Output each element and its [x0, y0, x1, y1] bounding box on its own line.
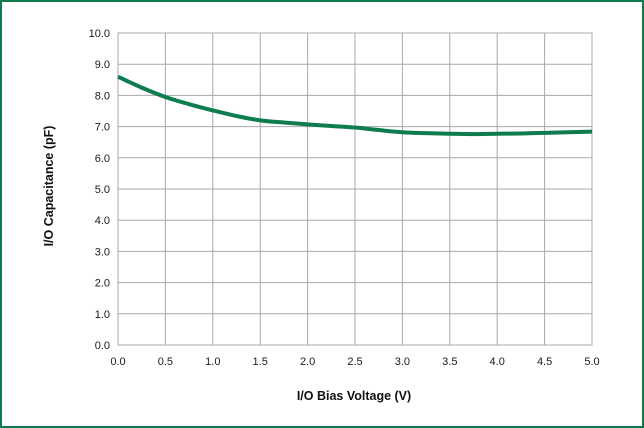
x-tick-label: 4.5	[537, 356, 552, 368]
x-tick-label: 1.0	[205, 356, 220, 368]
x-tick-label: 0.5	[158, 356, 173, 368]
y-tick-label: 9.0	[95, 59, 110, 71]
y-tick-label: 3.0	[95, 246, 110, 258]
x-tick-label: 2.0	[300, 356, 315, 368]
y-tick-labels: 0.0 1.0 2.0 3.0 4.0 5.0 6.0 7.0 8.0 9.0 10.0	[89, 28, 110, 352]
x-tick-label: 3.0	[395, 356, 410, 368]
y-tick-label: 2.0	[95, 278, 110, 290]
x-tick-labels: 0.0 0.5 1.0 1.5 2.0 2.5 3.0 3.5 4.0 4.5 5.0	[110, 356, 599, 368]
x-tick-label: 4.0	[490, 356, 505, 368]
y-tick-label: 4.0	[95, 215, 110, 227]
y-axis-title: I/O Capacitance (pF)	[42, 126, 56, 247]
y-tick-label: 7.0	[95, 122, 110, 134]
y-tick-label: 0.0	[95, 340, 110, 352]
x-axis-title: I/O Bias Voltage (V)	[297, 389, 411, 403]
x-tick-label: 2.5	[347, 356, 362, 368]
x-tick-label: 3.5	[442, 356, 457, 368]
y-tick-label: 10.0	[89, 28, 110, 40]
y-tick-label: 1.0	[95, 309, 110, 321]
x-tick-label: 0.0	[110, 356, 125, 368]
y-tick-label: 6.0	[95, 153, 110, 165]
y-tick-label: 8.0	[95, 90, 110, 102]
y-tick-label: 5.0	[95, 184, 110, 196]
x-tick-label: 1.5	[253, 356, 268, 368]
grid-layer	[118, 33, 592, 345]
x-tick-label: 5.0	[584, 356, 599, 368]
